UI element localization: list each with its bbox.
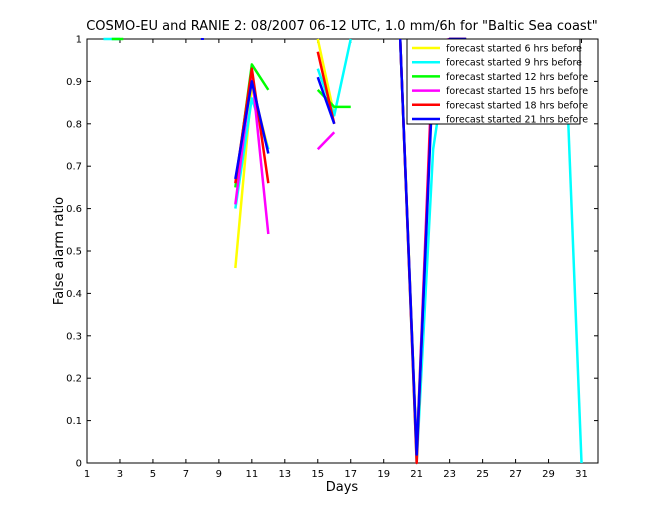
x-tick-label: 21 [410, 469, 423, 480]
y-tick-label: 1 [76, 35, 82, 46]
legend-label: forecast started 9 hrs before [446, 58, 582, 69]
y-tick-label: 0.2 [66, 374, 82, 385]
x-tick-label: 11 [245, 469, 258, 480]
legend-label: forecast started 15 hrs before [446, 86, 588, 97]
y-tick-label: 0.8 [66, 119, 82, 130]
series-line [316, 51, 336, 125]
legend: forecast started 6 hrs before forecast st… [406, 38, 588, 126]
x-tick-label: 7 [183, 469, 189, 480]
legend-label: forecast started 6 hrs before [446, 44, 582, 55]
y-tick-label: 0.1 [66, 416, 82, 427]
series-line [316, 131, 336, 151]
y-axis: 0 0.1 0.2 0.3 0.4 0.5 0.6 0.7 0.8 0.9 1 [66, 35, 598, 470]
x-tick-label: 29 [542, 469, 555, 480]
x-tick-label: 5 [150, 469, 156, 480]
x-tick-label: 15 [311, 469, 324, 480]
x-tick-label: 23 [443, 469, 456, 480]
x-tick-label: 17 [344, 469, 357, 480]
chart-title: COSMO-EU and RANIE 2: 08/2007 06-12 UTC,… [86, 19, 598, 34]
y-axis-label: False alarm ratio [52, 197, 67, 305]
series-line [316, 38, 352, 117]
y-tick-label: 0.7 [66, 162, 82, 173]
legend-label: forecast started 21 hrs before [446, 115, 588, 126]
y-tick-label: 0.9 [66, 77, 82, 88]
legend-label: forecast started 18 hrs before [446, 100, 588, 111]
y-tick-label: 0 [76, 459, 82, 470]
x-axis: 1 3 5 7 9 11 13 15 17 19 21 23 25 27 29 31 [84, 39, 588, 480]
x-tick-label: 19 [377, 469, 390, 480]
x-tick-label: 3 [117, 469, 123, 480]
x-tick-label: 27 [509, 469, 522, 480]
y-tick-label: 0.4 [66, 289, 82, 300]
x-tick-label: 13 [278, 469, 291, 480]
y-tick-label: 0.3 [66, 331, 82, 342]
x-tick-label: 1 [84, 469, 90, 480]
series-line [234, 80, 270, 180]
x-tick-label: 9 [216, 469, 222, 480]
legend-label: forecast started 12 hrs before [446, 72, 588, 83]
y-tick-label: 0.6 [66, 204, 82, 215]
x-axis-label: Days [326, 480, 359, 495]
series-line [316, 76, 336, 125]
y-tick-label: 0.5 [66, 247, 82, 258]
x-tick-label: 31 [575, 469, 588, 480]
x-tick-label: 25 [476, 469, 489, 480]
legend-box [406, 38, 581, 125]
